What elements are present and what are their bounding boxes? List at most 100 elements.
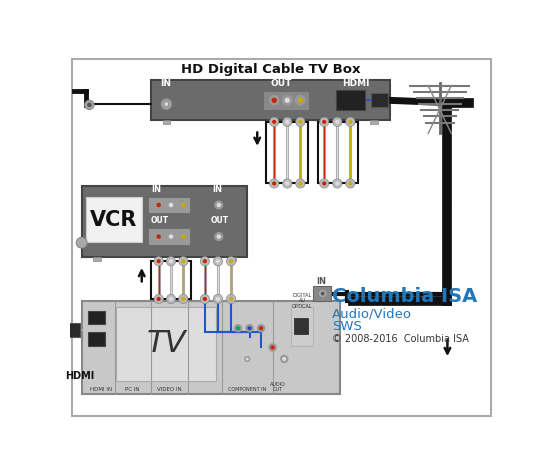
Circle shape <box>234 324 242 332</box>
Bar <box>151 79 390 119</box>
Text: VCR: VCR <box>90 210 138 230</box>
Bar <box>371 119 378 124</box>
Circle shape <box>283 179 292 188</box>
Circle shape <box>164 102 168 106</box>
Circle shape <box>272 120 276 124</box>
Circle shape <box>157 259 161 263</box>
Circle shape <box>169 297 173 301</box>
Bar <box>291 307 312 346</box>
Circle shape <box>179 294 188 304</box>
Circle shape <box>285 98 290 103</box>
Circle shape <box>182 259 185 263</box>
Circle shape <box>346 179 355 188</box>
Bar <box>228 257 236 261</box>
Circle shape <box>246 358 249 360</box>
Bar <box>148 228 190 245</box>
Text: HDMI: HDMI <box>342 78 370 88</box>
Circle shape <box>285 181 289 186</box>
Circle shape <box>244 356 250 362</box>
Text: HDMI: HDMI <box>65 370 94 381</box>
Circle shape <box>179 232 188 241</box>
Circle shape <box>154 232 163 241</box>
Text: IN: IN <box>316 276 326 286</box>
Bar <box>318 122 358 183</box>
Bar <box>81 301 340 394</box>
Circle shape <box>298 181 302 186</box>
Bar <box>371 94 388 107</box>
Circle shape <box>320 117 329 126</box>
Bar <box>163 119 170 124</box>
Circle shape <box>213 257 223 266</box>
Circle shape <box>200 294 210 304</box>
Circle shape <box>214 200 223 210</box>
Circle shape <box>272 98 277 103</box>
Circle shape <box>257 324 265 332</box>
Circle shape <box>229 297 233 301</box>
Circle shape <box>216 259 220 263</box>
Circle shape <box>181 203 185 207</box>
Circle shape <box>179 257 188 266</box>
Circle shape <box>322 181 326 186</box>
Text: HD Digital Cable TV Box: HD Digital Cable TV Box <box>180 63 360 76</box>
Bar <box>313 286 331 301</box>
Circle shape <box>169 235 173 239</box>
Circle shape <box>227 257 236 266</box>
Bar <box>88 332 104 346</box>
Circle shape <box>214 232 223 241</box>
Circle shape <box>200 257 210 266</box>
Circle shape <box>285 120 289 124</box>
Text: PC IN: PC IN <box>125 387 140 392</box>
Circle shape <box>154 257 163 266</box>
Circle shape <box>269 95 279 106</box>
Circle shape <box>336 120 339 124</box>
Circle shape <box>161 99 172 110</box>
Circle shape <box>248 326 251 330</box>
Circle shape <box>245 324 254 332</box>
Text: Audio/Video: Audio/Video <box>332 307 412 321</box>
Text: VIDEO IN: VIDEO IN <box>157 387 182 392</box>
Circle shape <box>229 259 233 263</box>
Circle shape <box>346 117 355 126</box>
Circle shape <box>296 117 305 126</box>
Circle shape <box>348 181 353 186</box>
Bar <box>263 91 309 110</box>
Text: AUDIO
OUT: AUDIO OUT <box>270 382 286 392</box>
Circle shape <box>298 98 303 103</box>
Circle shape <box>333 117 342 126</box>
Bar <box>294 318 308 334</box>
Circle shape <box>283 117 292 126</box>
Bar <box>93 257 101 261</box>
Circle shape <box>156 235 161 239</box>
Circle shape <box>320 179 329 188</box>
Circle shape <box>179 200 188 210</box>
Circle shape <box>203 297 207 301</box>
Circle shape <box>271 345 274 350</box>
Circle shape <box>156 203 161 207</box>
Circle shape <box>321 291 324 296</box>
Circle shape <box>322 120 326 124</box>
Bar <box>148 196 190 213</box>
Circle shape <box>213 294 223 304</box>
Text: OUT: OUT <box>211 216 229 225</box>
Circle shape <box>318 290 327 298</box>
Circle shape <box>268 343 277 352</box>
Circle shape <box>336 181 339 186</box>
Bar <box>116 307 217 381</box>
Circle shape <box>87 102 92 107</box>
Circle shape <box>166 232 175 241</box>
Text: OUT: OUT <box>151 216 169 225</box>
Circle shape <box>217 203 221 207</box>
Text: SWS: SWS <box>332 320 362 333</box>
Circle shape <box>163 100 170 108</box>
Text: DIGITAL
AU
OPTICAL: DIGITAL AU OPTICAL <box>292 293 312 309</box>
Bar <box>267 122 308 183</box>
Circle shape <box>280 355 288 363</box>
Circle shape <box>272 181 276 186</box>
Circle shape <box>169 203 173 207</box>
Text: TV: TV <box>147 329 186 358</box>
Circle shape <box>259 326 263 330</box>
Circle shape <box>270 179 279 188</box>
Bar <box>65 323 80 337</box>
Text: IN: IN <box>212 185 223 194</box>
Bar <box>81 186 248 257</box>
